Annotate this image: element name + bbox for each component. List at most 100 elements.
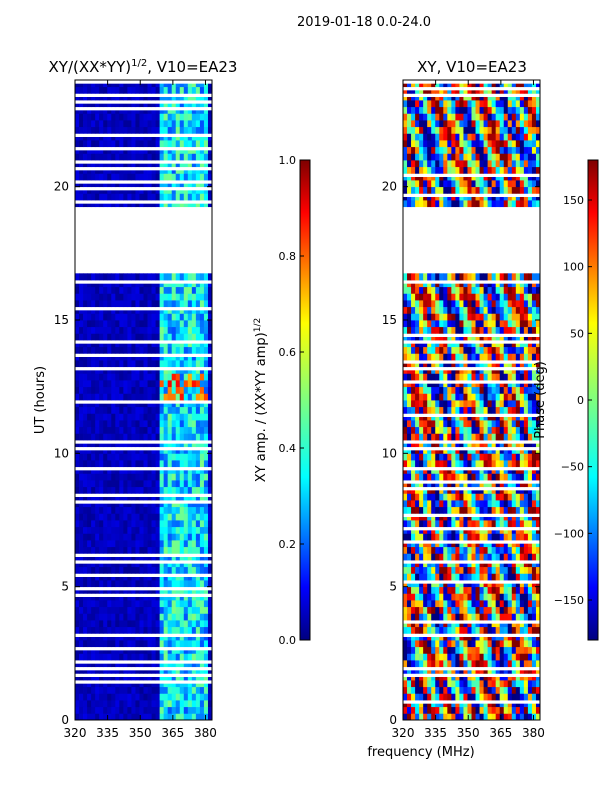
heatmap-cell (447, 606, 452, 614)
heatmap-cell (167, 386, 173, 394)
heatmap-cell (519, 680, 525, 688)
heatmap-cell (143, 453, 148, 461)
heatmap-cell (507, 420, 513, 428)
heatmap-cell (135, 193, 140, 201)
heatmap-cell (451, 553, 456, 561)
heatmap-cell (91, 540, 96, 548)
heatmap-cell (403, 506, 408, 514)
heatmap-cell (107, 606, 112, 614)
heatmap-cell (459, 606, 464, 614)
heatmap-cell (475, 406, 480, 414)
heatmap-cell (127, 486, 132, 494)
heatmap-cell (423, 346, 428, 354)
heatmap-cell (115, 580, 120, 588)
heatmap-cell (151, 640, 156, 648)
heatmap-cell (503, 433, 509, 441)
heatmap-cell (119, 426, 124, 434)
heatmap-cell (455, 500, 460, 508)
heatmap-cell (411, 706, 416, 714)
heatmap-cell (155, 453, 161, 461)
heatmap-cell (87, 426, 92, 434)
heatmap-cell (95, 413, 100, 421)
heatmap-cell (191, 273, 197, 281)
heatmap-cell (475, 400, 480, 408)
heatmap-cell (191, 153, 197, 161)
heatmap-cell (175, 713, 181, 721)
heatmap-cell (107, 486, 112, 494)
heatmap-cell (467, 626, 472, 634)
heatmap-cell (507, 400, 513, 408)
heatmap-cell (495, 546, 501, 554)
heatmap-cell (531, 453, 537, 461)
heatmap-cell (455, 353, 460, 361)
heatmap-cell (187, 193, 193, 201)
heatmap-cell (187, 426, 193, 434)
heatmap-cell (131, 613, 136, 621)
heatmap-cell (431, 606, 436, 614)
heatmap-cell (143, 193, 148, 201)
heatmap-cell (439, 686, 444, 694)
heatmap-cell (179, 473, 185, 481)
heatmap-cell (143, 513, 148, 521)
heatmap-cell (511, 573, 517, 581)
heatmap-cell (427, 566, 432, 574)
heatmap-cell (163, 546, 169, 554)
heatmap-cell (167, 313, 173, 321)
heatmap-cell (127, 526, 132, 534)
heatmap-cell (503, 406, 509, 414)
heatmap-cell (111, 413, 116, 421)
heatmap-cell (475, 433, 480, 441)
heatmap-cell (199, 193, 205, 201)
heatmap-cell (487, 640, 493, 648)
heatmap-cell (503, 706, 509, 714)
heatmap-cell (187, 360, 193, 368)
heatmap-cell (195, 426, 201, 434)
heatmap-cell (147, 460, 152, 468)
heatmap-cell (95, 533, 100, 541)
heatmap-cell (507, 533, 513, 541)
heatmap-cell (155, 193, 161, 201)
heatmap-cell (195, 706, 201, 714)
heatmap-cell (491, 346, 497, 354)
heatmap-cell (195, 640, 201, 648)
heatmap-cell (531, 473, 537, 481)
heatmap-cell (183, 406, 189, 414)
heatmap-cell (407, 566, 412, 574)
heatmap-cell (199, 546, 205, 554)
heatmap-cell (123, 153, 128, 161)
heatmap-cell (199, 566, 205, 574)
heatmap-cell (191, 626, 197, 634)
heatmap-cell (87, 373, 92, 381)
heatmap-cell (175, 620, 181, 628)
heatmap-cell (187, 113, 193, 121)
heatmap-cell (119, 420, 124, 428)
heatmap-cell (527, 420, 533, 428)
heatmap-cell (487, 506, 493, 514)
heatmap-cell (123, 606, 128, 614)
heatmap-cell (99, 613, 104, 621)
heatmap-cell (135, 580, 140, 588)
heatmap-cell (127, 686, 132, 694)
heatmap-cell (431, 386, 436, 394)
heatmap-cell (111, 86, 116, 94)
heatmap-cell (91, 533, 96, 541)
heatmap-cell (115, 713, 120, 721)
heatmap-cell (139, 566, 144, 574)
heatmap-cell (179, 693, 185, 701)
heatmap-cell (527, 520, 533, 528)
heatmap-cell (195, 453, 201, 461)
heatmap-cell (115, 533, 120, 541)
heatmap-cell (199, 526, 205, 534)
heatmap-cell (83, 713, 88, 721)
flagged-row (403, 413, 540, 417)
heatmap-cell (463, 493, 468, 501)
heatmap-cell (111, 380, 116, 388)
heatmap-cell (183, 286, 189, 294)
heatmap-cell (123, 693, 128, 701)
heatmap-cell (151, 540, 156, 548)
flagged-row (75, 500, 212, 504)
heatmap-cell (499, 433, 505, 441)
heatmap-cell (111, 386, 116, 394)
heatmap-cell (187, 520, 193, 528)
heatmap-cell (527, 460, 533, 468)
